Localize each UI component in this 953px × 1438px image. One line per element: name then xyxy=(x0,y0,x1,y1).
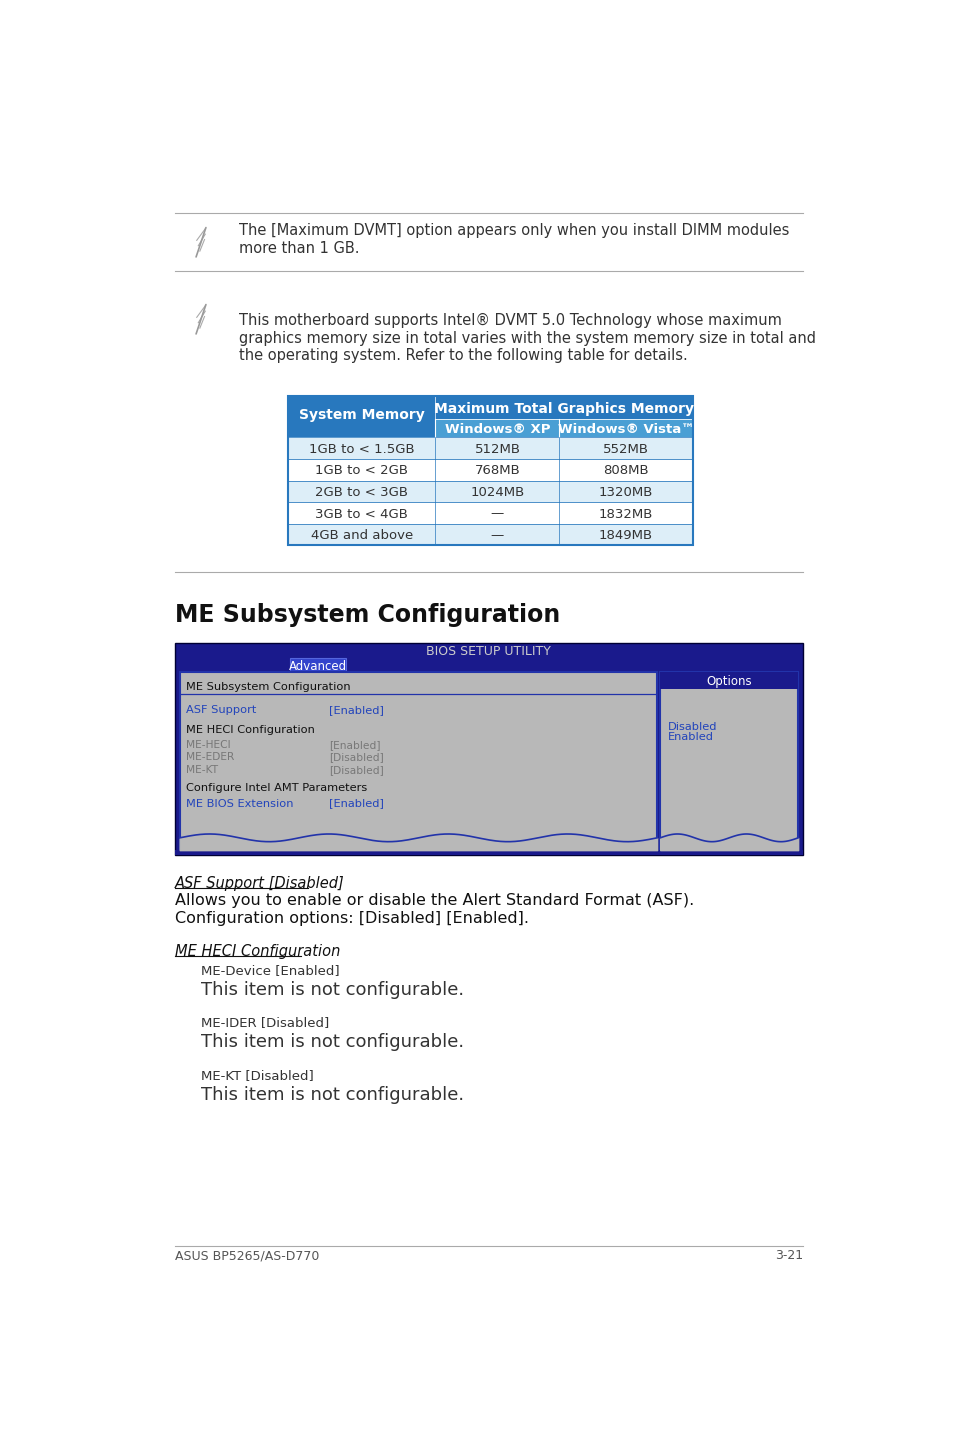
Text: 552MB: 552MB xyxy=(602,443,648,456)
Text: 768MB: 768MB xyxy=(474,464,519,477)
Text: 2GB to < 3GB: 2GB to < 3GB xyxy=(315,486,408,499)
Bar xyxy=(435,418,558,437)
Text: 512MB: 512MB xyxy=(474,443,520,456)
Bar xyxy=(288,459,692,480)
Text: Windows® Vista™: Windows® Vista™ xyxy=(558,423,694,436)
Text: 808MB: 808MB xyxy=(602,464,648,477)
Text: [Enabled]: [Enabled] xyxy=(329,798,384,808)
Text: 1GB to < 2GB: 1GB to < 2GB xyxy=(315,464,408,477)
Text: [Disabled]: [Disabled] xyxy=(329,752,384,762)
Text: This item is not configurable.: This item is not configurable. xyxy=(200,1034,463,1051)
Text: ME BIOS Extension: ME BIOS Extension xyxy=(186,798,294,808)
Text: 3GB to < 4GB: 3GB to < 4GB xyxy=(315,508,408,521)
Text: This motherboard supports Intel® DVMT 5.0 Technology whose maximum
graphics memo: This motherboard supports Intel® DVMT 5.… xyxy=(239,313,816,364)
Text: [Enabled]: [Enabled] xyxy=(329,741,380,751)
Text: This item is not configurable.: This item is not configurable. xyxy=(200,1086,463,1104)
Text: ME Subsystem Configuration: ME Subsystem Configuration xyxy=(186,682,350,692)
Text: 1320MB: 1320MB xyxy=(598,486,653,499)
Text: ME-IDER [Disabled]: ME-IDER [Disabled] xyxy=(200,1017,329,1030)
Bar xyxy=(558,418,692,437)
Text: Options: Options xyxy=(705,676,751,689)
Bar xyxy=(288,395,692,418)
Bar xyxy=(288,437,692,459)
Text: ME HECI Configuration: ME HECI Configuration xyxy=(174,945,340,959)
Text: 1GB to < 1.5GB: 1GB to < 1.5GB xyxy=(309,443,415,456)
Bar xyxy=(288,395,435,437)
Text: —: — xyxy=(490,529,503,542)
Text: ASF Support: ASF Support xyxy=(186,705,256,715)
Text: Advanced: Advanced xyxy=(289,660,346,673)
Text: 4GB and above: 4GB and above xyxy=(311,529,413,542)
Text: 1832MB: 1832MB xyxy=(598,508,653,521)
Text: 1849MB: 1849MB xyxy=(598,529,653,542)
Bar xyxy=(179,673,657,850)
Bar xyxy=(290,659,345,673)
Bar xyxy=(659,673,798,689)
Bar xyxy=(288,480,692,502)
Text: This item is not configurable.: This item is not configurable. xyxy=(200,981,463,999)
Text: ME-KT: ME-KT xyxy=(186,765,218,775)
Text: System Memory: System Memory xyxy=(298,408,424,423)
Text: 3-21: 3-21 xyxy=(774,1250,802,1263)
Text: ME-Device [Enabled]: ME-Device [Enabled] xyxy=(200,963,339,976)
Text: ME-EDER: ME-EDER xyxy=(186,752,234,762)
Text: ME-KT [Disabled]: ME-KT [Disabled] xyxy=(200,1068,313,1081)
Bar xyxy=(288,502,692,523)
Text: ME-HECI: ME-HECI xyxy=(186,741,231,751)
Text: Configure Intel AMT Parameters: Configure Intel AMT Parameters xyxy=(186,784,367,794)
Text: —: — xyxy=(490,508,503,521)
Bar xyxy=(659,673,798,850)
Text: Maximum Total Graphics Memory: Maximum Total Graphics Memory xyxy=(434,403,694,416)
Text: 1024MB: 1024MB xyxy=(470,486,524,499)
Text: ME Subsystem Configuration: ME Subsystem Configuration xyxy=(174,603,559,627)
Text: ME HECI Configuration: ME HECI Configuration xyxy=(186,725,314,735)
Text: Windows® XP: Windows® XP xyxy=(444,423,550,436)
Text: Allows you to enable or disable the Alert Standard Format (ASF).
Configuration o: Allows you to enable or disable the Aler… xyxy=(174,893,694,926)
Text: ASF Support [Disabled]: ASF Support [Disabled] xyxy=(174,876,344,892)
Text: Enabled: Enabled xyxy=(667,732,713,742)
Text: [Disabled]: [Disabled] xyxy=(329,765,384,775)
Bar xyxy=(174,643,802,854)
Text: [Enabled]: [Enabled] xyxy=(329,705,384,715)
Text: BIOS SETUP UTILITY: BIOS SETUP UTILITY xyxy=(426,646,551,659)
Text: ASUS BP5265/AS-D770: ASUS BP5265/AS-D770 xyxy=(174,1250,319,1263)
Text: Disabled: Disabled xyxy=(667,722,717,732)
Bar xyxy=(288,523,692,545)
Text: The [Maximum DVMT] option appears only when you install DIMM modules
more than 1: The [Maximum DVMT] option appears only w… xyxy=(239,223,789,256)
Bar xyxy=(174,850,802,854)
Bar xyxy=(288,395,692,545)
